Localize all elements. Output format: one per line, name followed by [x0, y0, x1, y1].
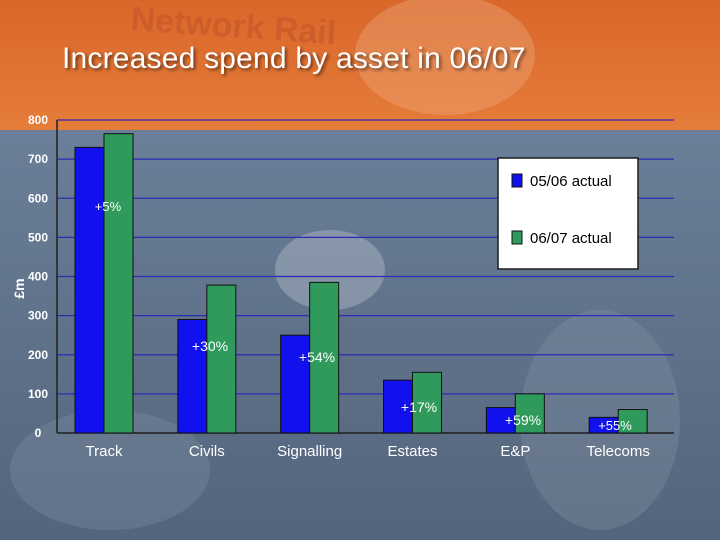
x-tick-label: Signalling — [277, 443, 342, 460]
bar-series-2 — [206, 284, 237, 434]
y-tick-label: 300 — [28, 309, 48, 323]
bar-series-1 — [177, 319, 208, 434]
bar-series-2 — [412, 371, 442, 434]
y-tick-label: 600 — [28, 191, 48, 205]
bar-series-2 — [309, 281, 340, 434]
x-tick-label: Track — [86, 443, 123, 460]
percent-change-annotation: +59% — [505, 412, 541, 428]
bar-series-2 — [514, 393, 545, 434]
legend-entry: 05/06 actual — [530, 173, 612, 190]
y-tick-label: 0 — [35, 426, 42, 440]
percent-change-annotation: +55% — [598, 418, 632, 433]
y-tick-label: 800 — [28, 113, 48, 127]
legend-entry: 06/07 actual — [530, 230, 612, 247]
x-tick-label: Telecoms — [586, 443, 649, 460]
x-tick-label: E&P — [500, 443, 530, 460]
percent-change-annotation: +5% — [95, 199, 122, 214]
page-title: Increased spend by asset in 06/07 — [62, 42, 526, 75]
legend-swatch — [511, 173, 523, 188]
percent-change-annotation: +17% — [401, 399, 437, 415]
bar-series-1 — [280, 334, 311, 434]
y-axis-label: £m — [11, 278, 27, 298]
bar-series-2 — [103, 133, 134, 434]
y-tick-label: 100 — [28, 387, 48, 401]
percent-change-annotation: +30% — [192, 338, 228, 354]
bar-series-1 — [74, 146, 105, 434]
y-tick-label: 500 — [28, 230, 48, 244]
y-tick-label: 400 — [28, 270, 48, 284]
legend-swatch — [511, 230, 523, 245]
y-tick-label: 700 — [28, 152, 48, 166]
y-tick-label: 200 — [28, 348, 48, 362]
x-tick-label: Civils — [189, 443, 225, 460]
x-tick-label: Estates — [387, 443, 437, 460]
bar-series-2 — [617, 409, 648, 434]
percent-change-annotation: +54% — [299, 349, 335, 365]
